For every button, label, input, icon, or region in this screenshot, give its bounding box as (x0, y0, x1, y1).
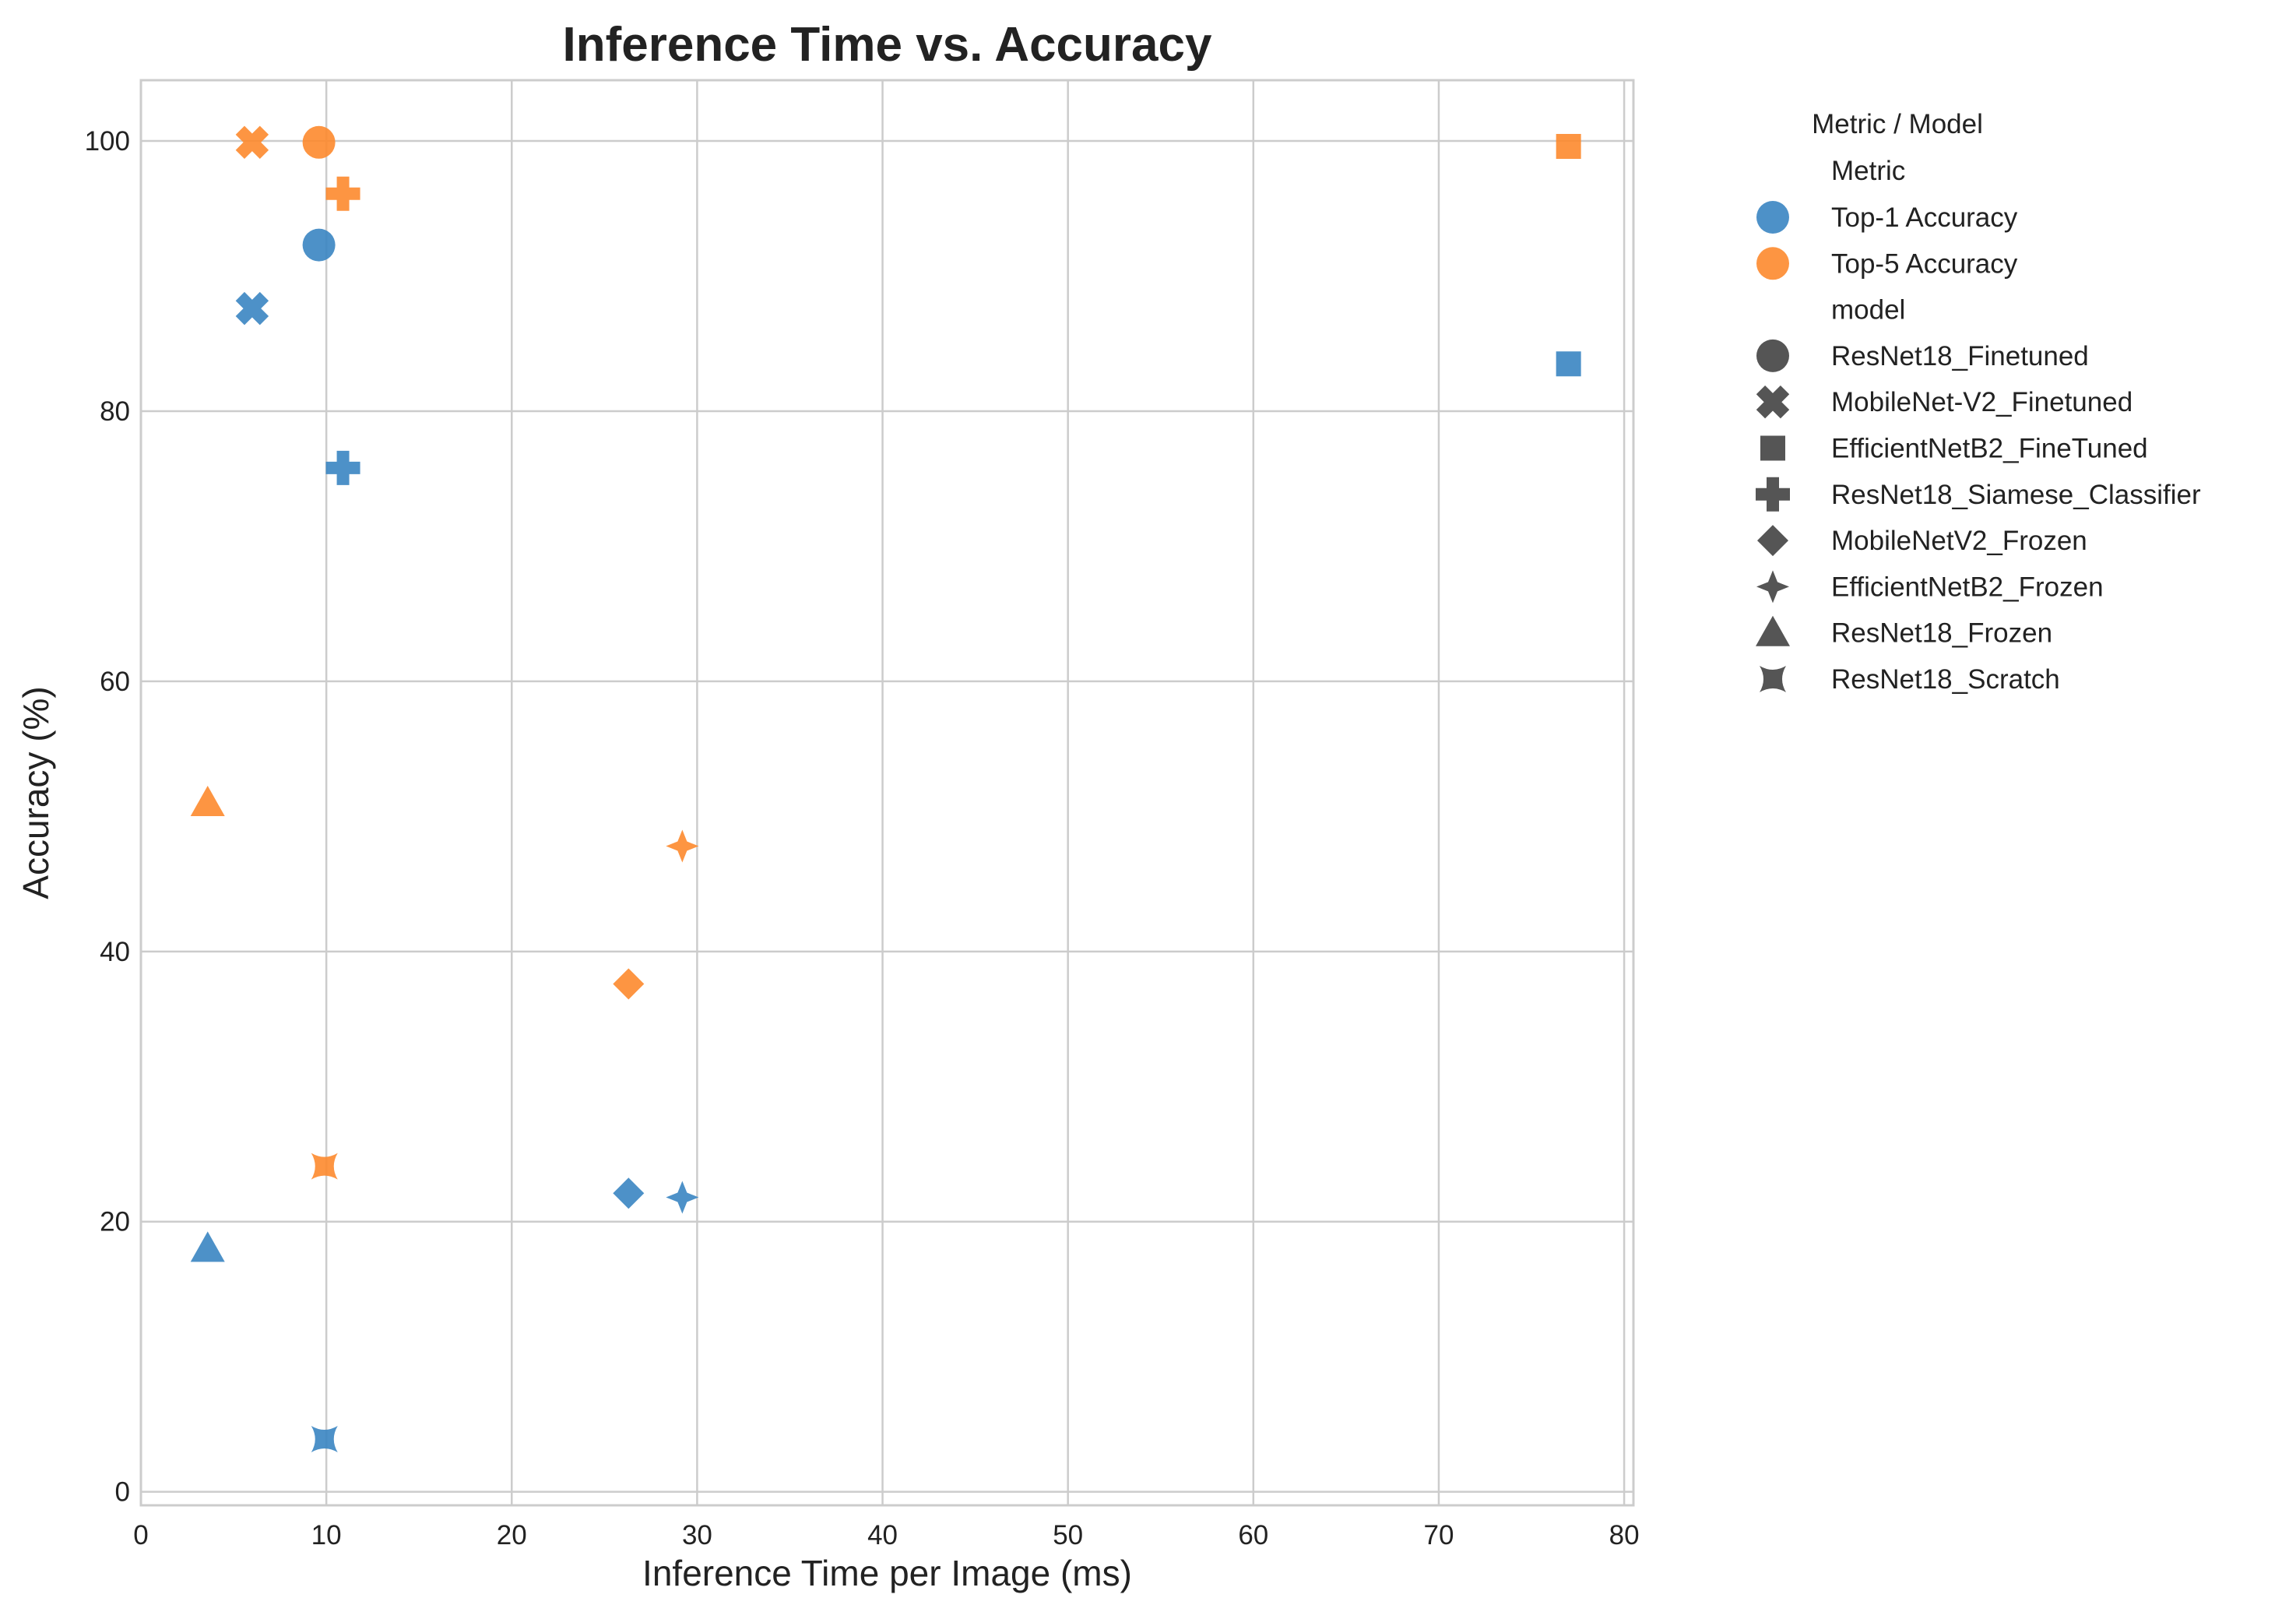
legend-metric-label: Top-5 Accuracy (1831, 248, 2018, 279)
data-point (235, 291, 269, 326)
y-tick-label: 20 (100, 1207, 130, 1237)
legend-model-marker (1760, 435, 1785, 461)
x-tick-label: 40 (867, 1520, 898, 1550)
legend-metric-marker (1756, 247, 1789, 280)
legend-entries: Top-1 Accuracy Top-5 Accuracy ResNet18_Fin… (1756, 201, 2201, 695)
data-point (325, 176, 360, 211)
legend-model-marker (1756, 385, 1790, 419)
legend-model-marker (1757, 525, 1788, 557)
x-tick-label: 10 (311, 1520, 342, 1550)
legend-model-marker (1760, 666, 1786, 692)
legend-model-label: EfficientNetB2_FineTuned (1831, 434, 2148, 464)
x-tick-label: 80 (1609, 1520, 1640, 1550)
data-point (311, 1426, 338, 1453)
plot-frame (139, 79, 1635, 1507)
legend-model-label: EfficientNetB2_Frozen (1831, 572, 2104, 602)
data-point (190, 786, 225, 817)
data-points (190, 125, 1581, 1453)
data-point (1556, 351, 1581, 377)
x-tick-label: 70 (1423, 1520, 1454, 1550)
legend-model-label: MobileNet-V2_Finetuned (1831, 387, 2133, 417)
tick-labels: 0 10 20 30 40 50 60 70 80 0 20 40 60 80 100 (85, 126, 1640, 1550)
legend-metric-label: Top-1 Accuracy (1831, 202, 2018, 233)
legend-model-label: MobileNetV2_Frozen (1831, 526, 2087, 556)
x-tick-label: 20 (497, 1520, 527, 1550)
y-axis-label: Accuracy (%) (16, 686, 56, 899)
y-tick-label: 100 (85, 126, 130, 157)
data-point (1556, 133, 1581, 159)
data-point (311, 1153, 338, 1180)
legend-model-header: model (1831, 295, 1905, 326)
data-point (235, 125, 269, 160)
chart-title: Inference Time vs. Accuracy (562, 18, 1212, 72)
legend-model-label: ResNet18_Siamese_Classifier (1831, 480, 2201, 510)
data-point (666, 1181, 699, 1214)
legend-model-label: ResNet18_Finetuned (1831, 341, 2089, 371)
data-point (302, 125, 336, 159)
grid (139, 80, 1633, 1505)
y-tick-label: 40 (100, 937, 130, 967)
legend-model-label: ResNet18_Scratch (1831, 664, 2060, 695)
x-axis-label: Inference Time per Image (ms) (642, 1553, 1132, 1593)
y-tick-label: 60 (100, 667, 130, 697)
y-tick-label: 80 (100, 396, 130, 427)
legend-metric-marker (1756, 201, 1789, 234)
data-point (613, 968, 645, 1000)
x-tick-label: 0 (133, 1520, 148, 1550)
y-tick-label: 0 (115, 1477, 130, 1508)
x-tick-label: 60 (1238, 1520, 1268, 1550)
legend-metric-header: Metric (1831, 156, 1905, 186)
data-point (302, 228, 336, 262)
legend-model-marker (1756, 615, 1790, 646)
legend-title: Metric / Model (1812, 109, 1983, 139)
data-point (190, 1231, 225, 1262)
legend-model-label: ResNet18_Frozen (1831, 618, 2052, 649)
data-point (613, 1177, 645, 1209)
data-point (666, 829, 699, 863)
x-tick-label: 50 (1053, 1520, 1083, 1550)
legend-model-marker (1756, 339, 1789, 372)
legend-model-marker (1756, 570, 1789, 604)
legend: Metric / Model Metric model Top-1 Accura… (1756, 109, 2201, 695)
data-point (325, 450, 360, 485)
x-tick-label: 30 (682, 1520, 712, 1550)
legend-model-marker (1756, 477, 1790, 512)
